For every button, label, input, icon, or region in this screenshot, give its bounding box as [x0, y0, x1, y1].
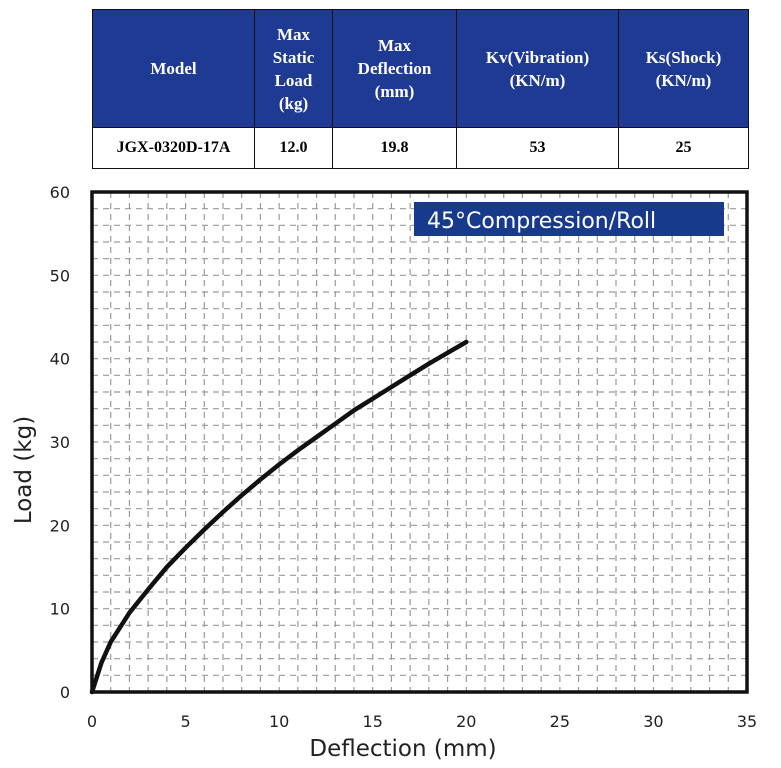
header-cell-model: Model — [92, 9, 255, 128]
plot-frame — [90, 190, 749, 694]
y-tick-label: 50 — [50, 266, 70, 285]
table-header-row: Model Max Static Load (kg) Max Deflectio… — [92, 9, 749, 128]
y-tick-labels: 0 10 20 30 40 50 60 — [50, 183, 70, 702]
x-tick-label: 20 — [456, 712, 476, 731]
x-tick-labels: 0 5 10 15 20 25 30 35 — [87, 712, 757, 731]
y-tick-label: 60 — [50, 183, 70, 202]
header-line: (KN/m) — [509, 70, 566, 90]
spec-table: Model Max Static Load (kg) Max Deflectio… — [92, 9, 749, 169]
header-line: (kg) — [278, 93, 309, 113]
header-line: Ks(Shock) — [645, 47, 722, 67]
cell-max-deflection: 19.8 — [332, 127, 457, 169]
cell-ks: 25 — [618, 127, 749, 169]
series-line — [89, 339, 469, 695]
x-tick-label: 10 — [269, 712, 289, 731]
chart-title-box — [414, 202, 724, 236]
y-tick-label: 20 — [50, 516, 70, 535]
x-tick-label: 15 — [363, 712, 383, 731]
header-line: (mm) — [374, 82, 415, 101]
cell-kv: 53 — [456, 127, 619, 169]
x-axis-label: Deflection (mm) — [309, 736, 496, 762]
grid-lines — [92, 192, 747, 692]
header-cell-ks: Ks(Shock) (KN/m) — [618, 9, 749, 128]
x-tick-label: 30 — [643, 712, 663, 731]
y-tick-label: 10 — [50, 600, 70, 619]
header-line: Max — [377, 36, 412, 55]
y-tick-label: 30 — [50, 433, 70, 452]
x-tick-label: 35 — [737, 712, 757, 731]
header-cell-max-deflection: Max Deflection (mm) — [332, 9, 457, 128]
chart-title: 45°Compression/Roll — [427, 209, 656, 234]
y-tick-label: 40 — [50, 350, 70, 369]
cell-max-static-load: 12.0 — [254, 127, 333, 169]
header-line: Static — [272, 47, 315, 67]
header-line: Deflection — [357, 59, 432, 78]
table-row: JGX-0320D-17A 12.0 19.8 53 25 — [92, 127, 749, 169]
header-line: Model — [150, 59, 197, 78]
y-axis-label: Load (kg) — [11, 416, 37, 524]
x-tick-label: 25 — [550, 712, 570, 731]
header-line: Max — [276, 24, 311, 44]
header-line: Kv(Vibration) — [485, 47, 590, 67]
x-tick-label: 5 — [180, 712, 190, 731]
header-line: Load — [274, 70, 313, 90]
y-tick-label: 0 — [60, 683, 70, 702]
x-tick-label: 0 — [87, 712, 97, 731]
header-line: (KN/m) — [655, 70, 712, 90]
